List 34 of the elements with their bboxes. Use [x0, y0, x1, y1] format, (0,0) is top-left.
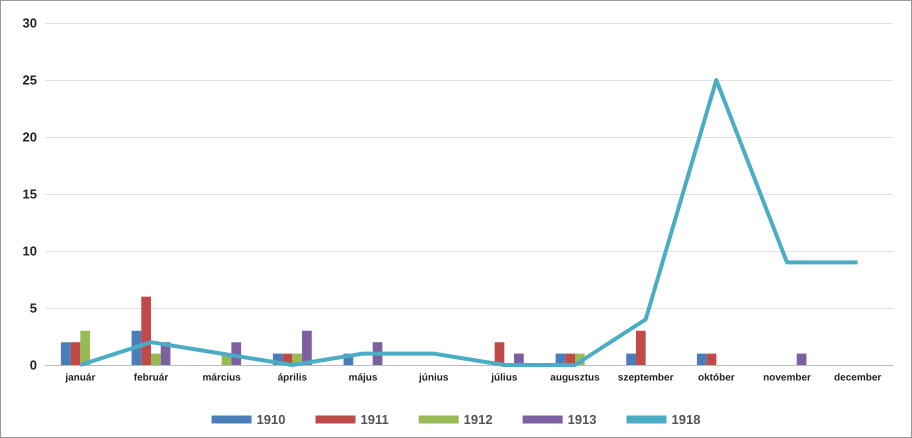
bar [796, 354, 806, 365]
x-tick-label: október [698, 372, 735, 384]
bar [696, 354, 707, 365]
y-tick-label: 25 [22, 72, 37, 88]
x-tick-label: május [348, 372, 378, 384]
x-tick-label: február [134, 372, 168, 384]
x-tick-label: szeptember [618, 372, 674, 384]
x-tick-label: június [418, 372, 449, 384]
x-tick-label: augusztus [550, 372, 600, 384]
legend-label: 1913 [568, 412, 597, 427]
y-tick-label: 30 [22, 16, 37, 30]
y-tick-label: 0 [30, 358, 37, 372]
bar [60, 342, 71, 365]
bar [626, 354, 636, 365]
bar [141, 296, 151, 365]
x-tick-label: november [763, 372, 812, 384]
bar [706, 354, 716, 365]
x-tick-label: április [278, 372, 308, 384]
legend-label: 1911 [360, 412, 389, 427]
legend-label: 1918 [672, 412, 700, 427]
x-tick-label: július [490, 372, 518, 384]
y-tick-label: 10 [22, 244, 37, 258]
y-tick-label: 15 [22, 186, 37, 202]
x-tick-label: december [834, 372, 882, 384]
bar [70, 342, 80, 365]
x-tick-label: március [202, 372, 242, 384]
bar [151, 354, 161, 365]
y-tick-label: 20 [22, 130, 37, 144]
legend-label: 1910 [256, 412, 286, 427]
legend-label: 1912 [464, 412, 493, 427]
bar [636, 330, 646, 365]
line-series [78, 78, 860, 367]
x-tick-label: január [64, 372, 96, 384]
y-tick-label: 5 [30, 300, 37, 316]
